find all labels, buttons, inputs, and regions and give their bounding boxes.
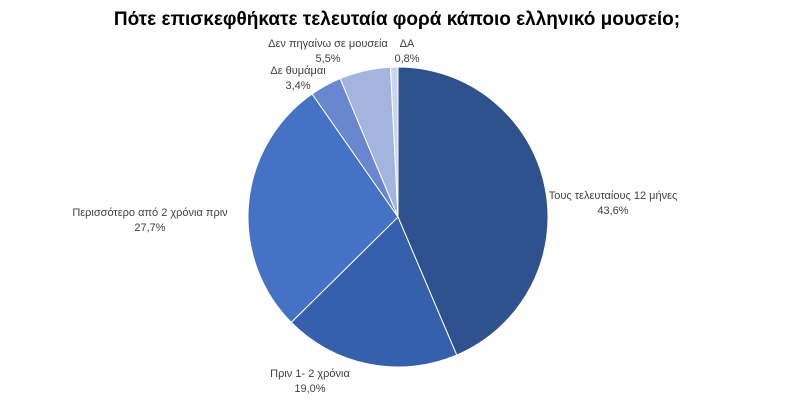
slice-label: Δεν πηγαίνω σε μουσεία <box>268 38 388 50</box>
slice-value-label: 27,7% <box>134 222 165 234</box>
pie-slice <box>290 216 458 368</box>
slice-label: Δε θυμάμαι <box>270 65 326 77</box>
pie-slice <box>389 66 399 218</box>
slice-label: ΔΑ <box>400 38 415 50</box>
slice-value-label: 43,6% <box>597 205 628 217</box>
slice-value-label: 5,5% <box>315 53 340 65</box>
slice-value-label: 0,8% <box>394 53 419 65</box>
pie-slice <box>397 66 549 356</box>
slice-label: Πριν 1- 2 χρόνια <box>270 368 350 380</box>
slice-value-label: 19,0% <box>294 383 325 395</box>
pie-slice <box>247 93 399 324</box>
chart-title: Πότε επισκεφθήκατε τελευταία φορά κάποιο… <box>114 9 680 30</box>
slice-value-label: 3,4% <box>285 80 310 92</box>
slice-label: Τους τελευταίους 12 μήνες <box>549 190 678 202</box>
slice-label: Περισσότερο από 2 χρόνια πριν <box>72 207 228 219</box>
